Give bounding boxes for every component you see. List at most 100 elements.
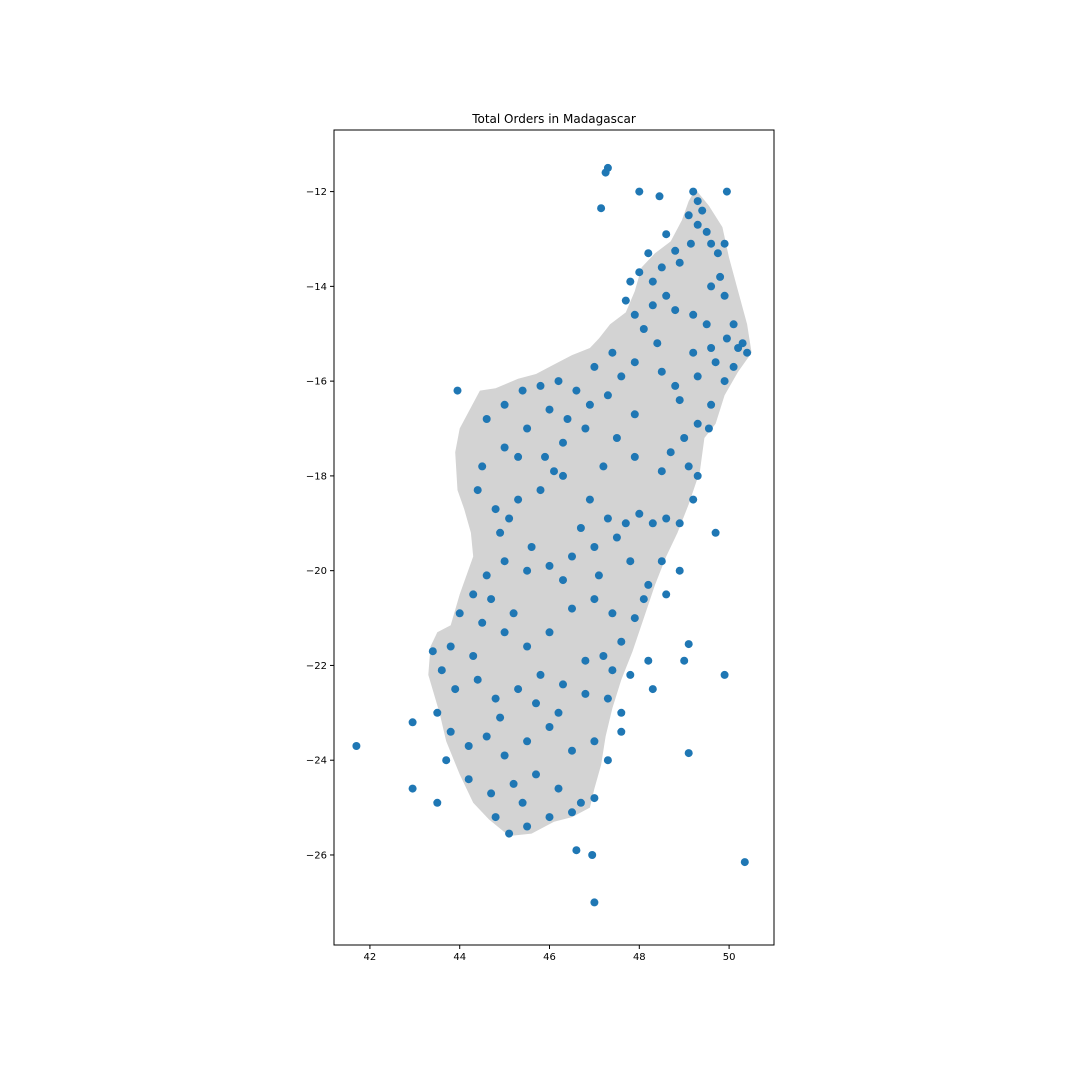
data-point: [532, 770, 540, 779]
data-point: [491, 694, 500, 703]
data-point: [572, 386, 581, 395]
data-point: [505, 829, 514, 838]
land-layer: [428, 189, 752, 836]
y-tick-label: −26: [306, 850, 327, 861]
data-point: [559, 576, 567, 585]
data-point: [635, 268, 644, 277]
data-point: [455, 609, 464, 618]
data-point: [680, 656, 689, 665]
x-tick-label: 50: [723, 952, 736, 963]
data-point: [559, 471, 567, 480]
data-point: [689, 348, 698, 357]
data-point: [433, 708, 442, 717]
data-point: [702, 320, 711, 329]
data-point: [599, 462, 608, 471]
data-point: [594, 571, 603, 580]
data-point: [532, 699, 540, 708]
data-point: [590, 362, 599, 371]
data-point: [581, 656, 590, 665]
data-point: [523, 566, 532, 575]
data-point: [689, 495, 698, 504]
data-point: [657, 367, 666, 376]
data-point: [469, 590, 478, 599]
data-point: [630, 614, 639, 623]
data-point: [657, 263, 666, 272]
data-point: [639, 325, 648, 333]
data-point: [630, 452, 639, 461]
data-point: [621, 296, 630, 305]
data-point: [729, 320, 738, 329]
data-point: [446, 642, 455, 651]
data-point: [523, 642, 532, 651]
data-point: [720, 670, 729, 679]
data-point: [559, 680, 567, 689]
data-point: [644, 249, 653, 258]
data-point: [464, 775, 473, 784]
data-point: [550, 467, 558, 476]
data-point: [713, 249, 722, 258]
data-point: [545, 561, 554, 570]
data-point: [545, 723, 554, 731]
data-point: [603, 391, 612, 400]
data-point: [408, 718, 417, 727]
data-point: [734, 344, 743, 352]
data-point: [684, 749, 693, 758]
data-point: [601, 168, 610, 177]
y-tick-label: −24: [306, 756, 327, 767]
data-point: [612, 533, 621, 542]
data-point: [617, 708, 626, 717]
data-point: [500, 628, 509, 637]
data-point: [568, 552, 576, 561]
data-point: [473, 675, 482, 684]
data-point: [671, 246, 680, 255]
x-axis: 42 44 46 48 50: [364, 945, 736, 963]
data-point: [559, 438, 567, 447]
data-point: [671, 381, 680, 390]
data-point: [545, 813, 554, 822]
data-point: [711, 358, 720, 367]
data-point: [585, 495, 594, 504]
data-point: [523, 424, 532, 433]
data-point: [716, 272, 725, 281]
data-point: [437, 666, 446, 675]
data-point: [644, 580, 653, 589]
data-point: [597, 204, 606, 213]
data-point: [590, 737, 599, 746]
axes-frame: [333, 129, 775, 946]
data-point: [487, 789, 496, 798]
data-point: [626, 277, 635, 286]
data-point: [469, 652, 478, 660]
data-point: [648, 301, 657, 310]
data-point: [671, 306, 680, 315]
data-point: [505, 514, 514, 523]
data-point: [554, 708, 563, 717]
data-point: [433, 798, 442, 807]
chart-title: Total Orders in Madagascar: [471, 112, 636, 126]
data-point: [707, 239, 716, 248]
data-point: [536, 670, 545, 679]
data-point: [590, 794, 599, 803]
data-point: [707, 400, 716, 409]
data-point: [684, 211, 693, 220]
data-point: [500, 400, 509, 409]
data-point: [428, 647, 437, 656]
data-point: [500, 557, 509, 566]
data-point: [603, 694, 612, 703]
data-point: [482, 732, 491, 741]
data-point: [478, 462, 487, 471]
data-point: [572, 846, 581, 855]
data-point: [536, 486, 545, 495]
y-axis: −12 −14 −16 −18 −20 −22 −24 −26: [306, 187, 334, 861]
data-point: [686, 239, 695, 248]
data-point: [698, 206, 707, 215]
data-point: [482, 571, 491, 580]
data-point: [536, 381, 545, 390]
data-point: [518, 386, 527, 395]
data-point: [630, 310, 639, 319]
data-point: [743, 348, 752, 357]
data-point: [453, 386, 462, 395]
data-point: [576, 798, 585, 807]
data-point: [644, 656, 653, 665]
data-point: [408, 784, 417, 793]
data-point: [693, 471, 702, 480]
